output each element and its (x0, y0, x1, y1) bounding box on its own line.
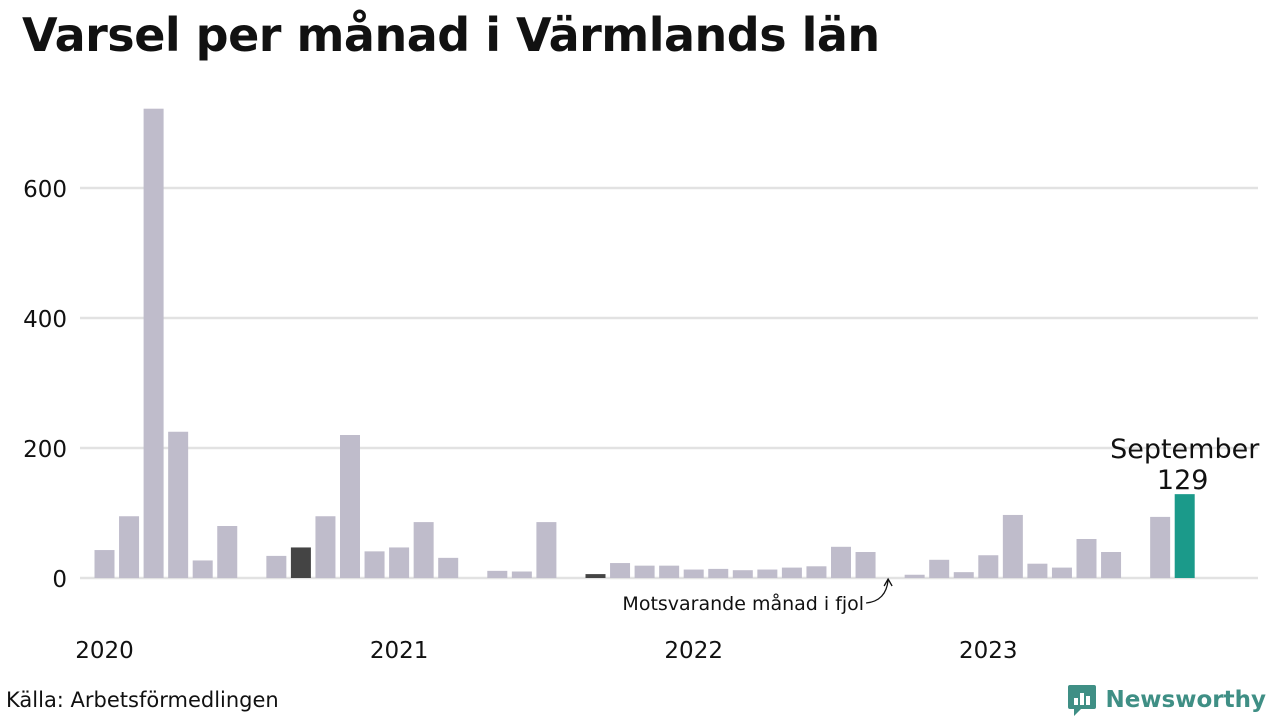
bar (119, 516, 140, 578)
bar (315, 516, 336, 578)
bar (94, 550, 115, 578)
y-axis-tick-labels: 0 200 400 600 (23, 177, 67, 593)
bar (1101, 552, 1122, 578)
bar (192, 560, 213, 578)
bar (978, 555, 999, 578)
annotation-text: Motsvarande månad i fjol (622, 592, 864, 615)
bar (757, 569, 778, 578)
bar (1051, 567, 1072, 578)
brand-name: Newsworthy (1105, 687, 1266, 713)
bar (1076, 539, 1097, 578)
bar (143, 108, 164, 578)
highlight-month-label: September (1110, 434, 1260, 465)
x-tick-label: 2022 (664, 638, 723, 664)
y-tick-label: 600 (23, 177, 67, 203)
bar (266, 555, 287, 578)
bar (1027, 563, 1048, 578)
x-tick-label: 2020 (75, 638, 134, 664)
gridlines (80, 186, 1258, 580)
bar (438, 557, 459, 578)
bar (389, 547, 410, 578)
bars (94, 108, 1195, 578)
bar (1150, 516, 1171, 578)
bar (904, 574, 925, 578)
bar-highlight (1174, 494, 1195, 578)
annotation-arrow (866, 577, 893, 604)
y-tick-label: 400 (23, 307, 67, 333)
bar (659, 565, 680, 578)
bar (781, 567, 802, 578)
bar-comparison (585, 574, 606, 578)
x-tick-label: 2023 (959, 638, 1018, 664)
bar (413, 522, 434, 578)
bar (610, 563, 631, 578)
bar-comparison (290, 547, 311, 578)
bar (929, 559, 950, 578)
bar (634, 565, 655, 578)
bar (364, 551, 385, 578)
bar (831, 546, 851, 578)
bar (487, 570, 508, 578)
y-tick-label: 200 (23, 437, 67, 463)
bar (855, 552, 876, 578)
comparison-annotation: Motsvarande månad i fjol (622, 577, 893, 615)
highlight-labels: September 129 (1110, 434, 1260, 496)
bar (953, 572, 974, 578)
chart-speech-bubble-icon (1068, 685, 1097, 716)
bar (1002, 514, 1023, 578)
x-tick-label: 2021 (370, 638, 429, 664)
bar (217, 526, 238, 578)
bar (511, 571, 532, 578)
brand-logo: Newsworthy (1067, 683, 1266, 717)
bar (168, 431, 189, 578)
bar (536, 522, 557, 578)
y-tick-label: 0 (52, 567, 67, 593)
bar (732, 570, 753, 578)
chart-title: Varsel per månad i Värmlands län (22, 8, 880, 62)
x-axis-tick-labels: 2020 2021 2022 2023 (75, 638, 1017, 664)
bar (708, 568, 729, 578)
bar (683, 569, 704, 578)
bar (806, 566, 827, 578)
source-note: Källa: Arbetsförmedlingen (6, 688, 279, 712)
bar (340, 435, 360, 578)
highlight-value-label: 129 (1157, 465, 1209, 496)
